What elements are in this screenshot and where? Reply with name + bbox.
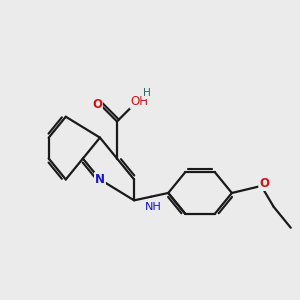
Text: H: H (142, 88, 150, 98)
Text: O: O (92, 98, 102, 111)
Text: O: O (259, 177, 269, 190)
Text: OH: OH (130, 95, 148, 108)
Text: NH: NH (145, 202, 162, 212)
Text: N: N (95, 173, 105, 186)
